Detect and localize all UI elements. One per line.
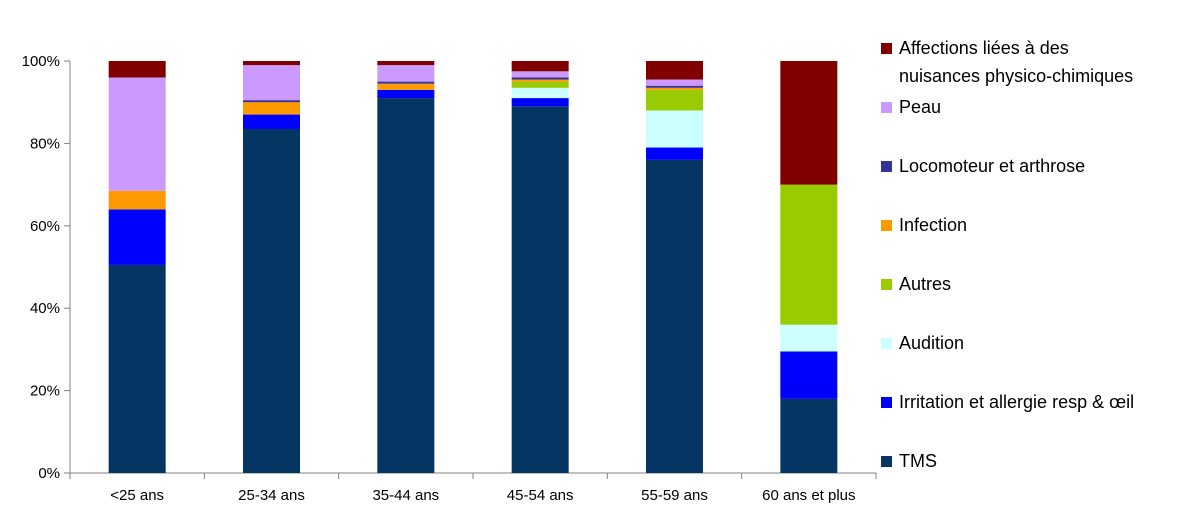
bar-segment bbox=[108, 77, 166, 191]
bar-segment bbox=[243, 61, 300, 66]
x-tick-label: 55-59 ans bbox=[641, 487, 708, 504]
bar-segment bbox=[511, 61, 569, 72]
bar-segment bbox=[377, 61, 435, 66]
bar-segment bbox=[108, 190, 166, 210]
y-tick-label: 100% bbox=[22, 53, 60, 70]
y-tick-label: 40% bbox=[30, 300, 60, 317]
bar-segment bbox=[108, 61, 166, 78]
bar-segment bbox=[243, 100, 300, 103]
bar-segment bbox=[243, 65, 300, 101]
bar-segment bbox=[377, 81, 435, 84]
legend-swatch bbox=[881, 220, 892, 231]
x-tick-label: 60 ans et plus bbox=[762, 487, 855, 504]
legend-label: Peau bbox=[899, 97, 941, 117]
legend-swatch bbox=[881, 161, 892, 172]
bar-segment bbox=[511, 87, 569, 99]
bar-segment bbox=[243, 102, 300, 115]
bars bbox=[108, 61, 838, 474]
bar-segment bbox=[108, 264, 166, 473]
legend-swatch bbox=[881, 397, 892, 408]
x-axis: <25 ans 25-34 ans 35-44 ans 45-54 ans 55-59 … bbox=[69, 472, 877, 504]
legend-swatch bbox=[881, 43, 892, 54]
y-tick-label: 80% bbox=[30, 135, 60, 152]
x-tick-label: 45-54 ans bbox=[507, 487, 574, 504]
bar-segment bbox=[646, 79, 703, 86]
bar-segment bbox=[780, 351, 838, 399]
legend-swatch bbox=[881, 102, 892, 113]
bar-segment bbox=[511, 98, 569, 107]
bar-segment bbox=[780, 398, 838, 473]
bar-segment bbox=[243, 114, 300, 129]
legend-swatch bbox=[881, 279, 892, 290]
bar-segment bbox=[377, 83, 435, 90]
bar-segment bbox=[377, 65, 435, 82]
y-axis: 0% 20% 40% 60% 80% 100% bbox=[22, 53, 71, 482]
legend-label: Affections liées à des nuisances physico-… bbox=[899, 38, 1133, 86]
legend: Affections liées à des nuisances physico-… bbox=[881, 38, 1134, 471]
bar-segment bbox=[780, 61, 838, 185]
bar-segment bbox=[646, 87, 703, 90]
bar-segment bbox=[511, 71, 569, 78]
y-tick-label: 60% bbox=[30, 218, 60, 235]
bar-segment bbox=[377, 98, 435, 473]
bar-segment bbox=[511, 81, 569, 88]
bar-segment bbox=[780, 324, 838, 352]
bar-segment bbox=[377, 89, 435, 99]
bar-segment bbox=[646, 89, 703, 111]
legend-label: Audition bbox=[899, 333, 964, 353]
bar-segment bbox=[646, 110, 703, 148]
y-tick-label: 20% bbox=[30, 383, 60, 400]
bar-segment bbox=[511, 79, 569, 82]
x-tick-label: 25-34 ans bbox=[238, 487, 305, 504]
bar-segment bbox=[646, 159, 703, 473]
legend-label: Autres bbox=[899, 274, 951, 294]
legend-label: Locomoteur et arthrose bbox=[899, 156, 1085, 176]
bar-segment bbox=[243, 128, 300, 474]
y-tick-label: 0% bbox=[38, 465, 60, 482]
bar-segment bbox=[646, 147, 703, 160]
legend-swatch bbox=[881, 456, 892, 467]
bar-segment bbox=[646, 61, 703, 80]
legend-label: TMS bbox=[899, 451, 937, 471]
legend-label: Infection bbox=[899, 215, 967, 235]
bar-segment bbox=[511, 77, 569, 80]
legend-swatch bbox=[881, 338, 892, 349]
bar-segment bbox=[108, 209, 166, 265]
x-tick-label: 35-44 ans bbox=[372, 487, 439, 504]
legend-label: Irritation et allergie resp & œil bbox=[899, 392, 1134, 412]
bar-segment bbox=[646, 85, 703, 88]
bar-segment bbox=[780, 184, 838, 325]
bar-segment bbox=[511, 106, 569, 473]
x-tick-label: <25 ans bbox=[110, 487, 164, 504]
